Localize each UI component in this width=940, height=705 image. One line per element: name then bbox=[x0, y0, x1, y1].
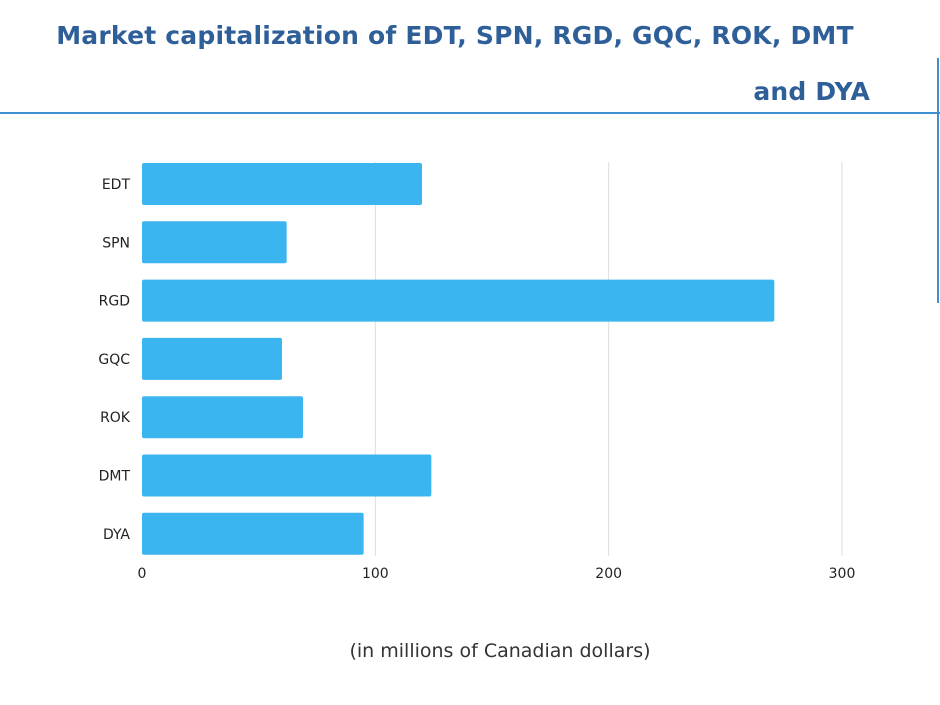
bar-gqc bbox=[142, 337, 282, 380]
category-label-gqc: GQC bbox=[98, 352, 130, 368]
category-label-rok: ROK bbox=[100, 410, 131, 426]
side-divider bbox=[937, 58, 939, 303]
category-label-edt: EDT bbox=[102, 177, 131, 193]
bar-rok bbox=[142, 396, 303, 439]
x-tick-label: 0 bbox=[138, 566, 147, 582]
bar-dya bbox=[142, 512, 364, 555]
chart-title: Market capitalization of EDT, SPN, RGD, … bbox=[56, 21, 870, 106]
category-labels: EDT SPN RGD GQC ROK DMT DYA bbox=[98, 177, 130, 543]
bar-dmt bbox=[142, 454, 432, 497]
bar-rgd bbox=[142, 279, 775, 322]
title-divider bbox=[0, 112, 940, 114]
gridlines bbox=[374, 162, 843, 556]
x-axis-label: (in millions of Canadian dollars) bbox=[349, 640, 651, 662]
x-tick-label: 200 bbox=[595, 566, 622, 582]
bars bbox=[142, 163, 775, 555]
x-tick-label: 300 bbox=[829, 566, 856, 582]
category-label-dmt: DMT bbox=[99, 469, 131, 485]
x-tick-label: 100 bbox=[362, 566, 389, 582]
bar-spn bbox=[142, 221, 287, 264]
bar-edt bbox=[142, 163, 422, 205]
tick-labels: 0 100 200 300 bbox=[138, 566, 856, 582]
category-label-spn: SPN bbox=[102, 235, 130, 251]
category-label-rgd: RGD bbox=[99, 294, 130, 310]
category-label-dya: DYA bbox=[103, 527, 130, 543]
